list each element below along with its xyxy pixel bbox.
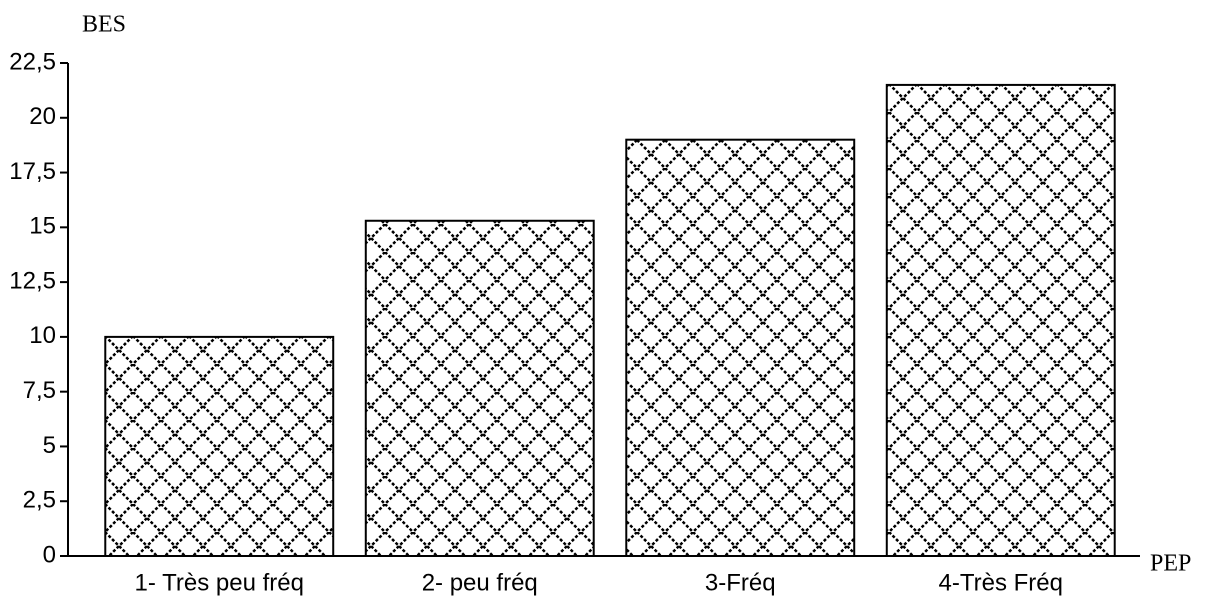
y-tick-label: 7,5 (23, 377, 56, 404)
y-tick-label: 5 (43, 432, 56, 459)
bar-hatch (625, 138, 856, 557)
x-tick-label: 1- Très peu fréq (135, 569, 304, 596)
bar-hatch (885, 83, 1116, 558)
x-tick-label: 3-Fréq (705, 569, 776, 596)
bar-hatch (104, 335, 335, 557)
y-tick-label: 22,5 (9, 48, 56, 75)
y-tick-label: 17,5 (9, 158, 56, 185)
y-tick-label: 12,5 (9, 267, 56, 294)
y-tick-label: 10 (29, 322, 56, 349)
y-tick-label: 0 (43, 541, 56, 568)
y-tick-label: 15 (29, 213, 56, 240)
x-tick-label: 2- peu fréq (422, 569, 538, 596)
x-tick-label: 4-Très Fréq (939, 569, 1063, 596)
y-axis-label: BES (82, 12, 126, 38)
x-axis-label: PEP (1150, 551, 1191, 577)
bar-hatch (364, 219, 595, 557)
y-tick-label: 2,5 (23, 487, 56, 514)
y-tick-label: 20 (29, 103, 56, 130)
